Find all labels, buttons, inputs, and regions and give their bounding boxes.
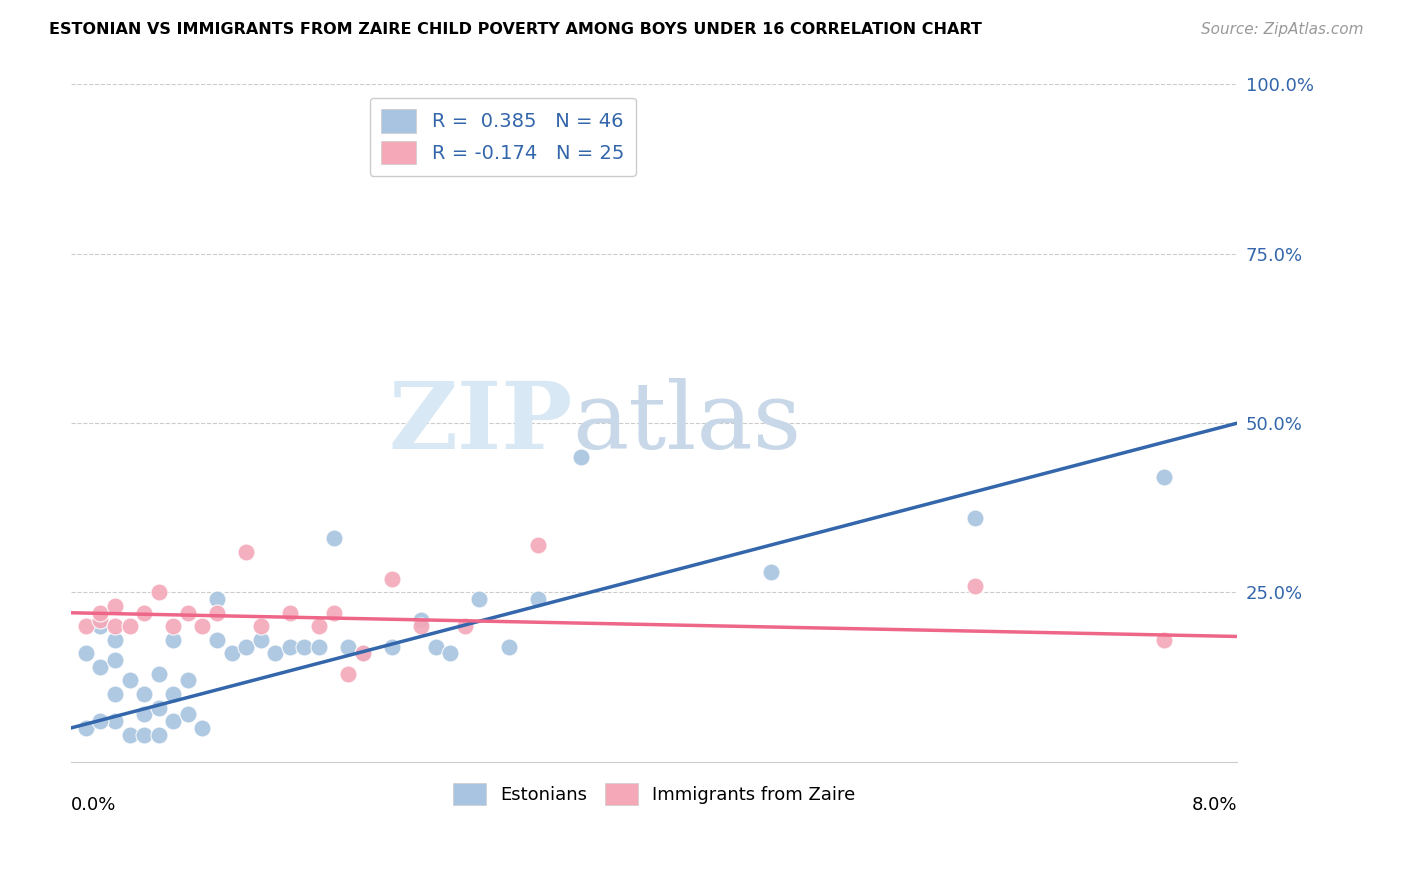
- Point: [162, 714, 184, 728]
- Point: [148, 666, 170, 681]
- Point: [75, 721, 97, 735]
- Legend: Estonians, Immigrants from Zaire: Estonians, Immigrants from Zaire: [444, 773, 865, 814]
- Point: [134, 707, 156, 722]
- Point: [89, 619, 111, 633]
- Point: [134, 728, 156, 742]
- Point: [235, 640, 257, 654]
- Point: [104, 653, 127, 667]
- Point: [177, 673, 200, 688]
- Point: [191, 721, 214, 735]
- Point: [352, 647, 374, 661]
- Point: [1153, 632, 1175, 647]
- Point: [337, 666, 360, 681]
- Point: [104, 632, 127, 647]
- Point: [104, 687, 127, 701]
- Point: [468, 592, 491, 607]
- Point: [205, 606, 228, 620]
- Point: [1153, 470, 1175, 484]
- Point: [162, 619, 184, 633]
- Text: ZIP: ZIP: [388, 378, 572, 468]
- Point: [221, 647, 243, 661]
- Point: [191, 619, 214, 633]
- Point: [89, 660, 111, 674]
- Point: [322, 606, 344, 620]
- Text: 0.0%: 0.0%: [72, 796, 117, 814]
- Point: [278, 640, 301, 654]
- Point: [454, 619, 477, 633]
- Point: [963, 579, 986, 593]
- Point: [118, 673, 141, 688]
- Point: [104, 599, 127, 613]
- Point: [278, 606, 301, 620]
- Point: [148, 585, 170, 599]
- Point: [963, 511, 986, 525]
- Point: [177, 707, 200, 722]
- Text: ESTONIAN VS IMMIGRANTS FROM ZAIRE CHILD POVERTY AMONG BOYS UNDER 16 CORRELATION : ESTONIAN VS IMMIGRANTS FROM ZAIRE CHILD …: [49, 22, 981, 37]
- Point: [75, 647, 97, 661]
- Point: [294, 640, 316, 654]
- Point: [439, 647, 461, 661]
- Point: [177, 606, 200, 620]
- Point: [89, 606, 111, 620]
- Point: [104, 714, 127, 728]
- Point: [205, 632, 228, 647]
- Point: [148, 728, 170, 742]
- Text: Source: ZipAtlas.com: Source: ZipAtlas.com: [1201, 22, 1364, 37]
- Point: [89, 613, 111, 627]
- Point: [425, 640, 447, 654]
- Point: [118, 728, 141, 742]
- Point: [337, 640, 360, 654]
- Point: [89, 714, 111, 728]
- Text: atlas: atlas: [572, 378, 801, 468]
- Point: [322, 531, 344, 545]
- Point: [104, 619, 127, 633]
- Point: [381, 572, 404, 586]
- Point: [381, 640, 404, 654]
- Point: [118, 619, 141, 633]
- Point: [134, 606, 156, 620]
- Point: [308, 619, 330, 633]
- Point: [526, 538, 548, 552]
- Point: [409, 613, 432, 627]
- Point: [162, 687, 184, 701]
- Point: [352, 647, 374, 661]
- Point: [162, 632, 184, 647]
- Point: [571, 450, 593, 464]
- Point: [759, 565, 782, 579]
- Point: [249, 619, 271, 633]
- Point: [235, 545, 257, 559]
- Point: [409, 619, 432, 633]
- Point: [75, 619, 97, 633]
- Point: [308, 640, 330, 654]
- Text: 8.0%: 8.0%: [1192, 796, 1237, 814]
- Point: [134, 687, 156, 701]
- Point: [264, 647, 287, 661]
- Point: [526, 592, 548, 607]
- Point: [498, 640, 520, 654]
- Point: [249, 632, 271, 647]
- Point: [148, 700, 170, 714]
- Point: [205, 592, 228, 607]
